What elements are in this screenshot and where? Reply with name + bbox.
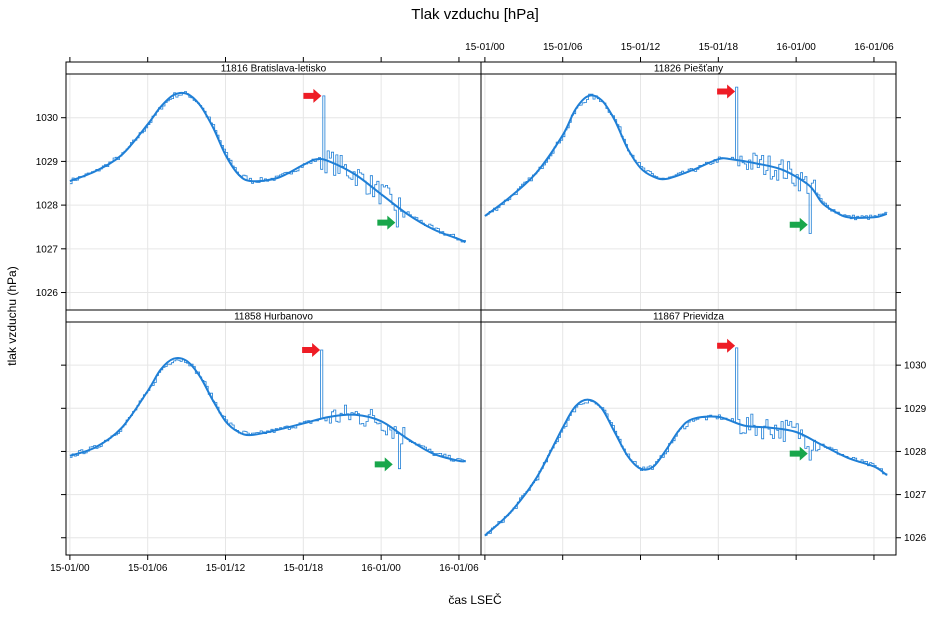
y-tick-label: 1026 — [904, 533, 927, 544]
chart-title: Tlak vzduchu [hPa] — [411, 6, 539, 23]
panel-border — [480, 309, 897, 556]
y-tick-label: 1030 — [36, 113, 59, 124]
x-tick-label: 16-01/00 — [361, 563, 401, 574]
x-tick-label: 15-01/00 — [465, 42, 505, 53]
x-tick-label: 15-01/12 — [621, 42, 661, 53]
smoothed-pressure-line — [484, 398, 888, 537]
y-tick-label: 1027 — [904, 490, 927, 501]
y-axis-title: tlak vzduchu (hPa) — [5, 266, 19, 365]
green-arrow-marker — [789, 446, 808, 461]
y-tick-label: 1028 — [904, 447, 927, 458]
x-tick-label: 16-01/06 — [854, 42, 894, 53]
y-tick-label: 1028 — [36, 201, 59, 212]
smoothed-pressure-line — [69, 356, 466, 463]
green-arrow-marker — [374, 457, 393, 472]
panel-label: 11816 Bratislava-letisko — [221, 64, 327, 75]
y-tick-label: 1026 — [36, 288, 59, 299]
x-tick-label: 15-01/18 — [284, 563, 324, 574]
panel-border — [480, 61, 897, 311]
x-tick-label: 16-01/06 — [439, 563, 479, 574]
x-tick-label: 15-01/00 — [50, 563, 90, 574]
raw-pressure-line — [69, 349, 466, 470]
smoothed-pressure-line — [484, 94, 888, 219]
panel-label: 11867 Prievidza — [653, 312, 724, 323]
green-arrow-marker — [789, 217, 808, 232]
panel-1: 11816 Bratislava-letisko — [65, 61, 482, 311]
y-tick-label: 1027 — [36, 244, 59, 255]
panel-3: 11858 Hurbanovo — [65, 309, 482, 556]
red-arrow-marker — [717, 338, 736, 353]
y-tick-label: 1030 — [904, 361, 927, 372]
y-tick-label: 1029 — [904, 404, 927, 415]
x-tick-label: 15-01/12 — [206, 563, 246, 574]
x-tick-label: 16-01/00 — [776, 42, 816, 53]
green-arrow-marker — [377, 215, 396, 230]
panel-label: 11858 Hurbanovo — [234, 312, 313, 323]
x-tick-label: 15-01/06 — [128, 563, 168, 574]
panel-label: 11826 Piešťany — [654, 64, 723, 75]
panel-border — [65, 61, 482, 311]
red-arrow-marker — [302, 343, 321, 358]
raw-pressure-line — [69, 91, 466, 243]
panel-4: 11867 Prievidza — [480, 309, 897, 556]
red-arrow-marker — [303, 88, 322, 103]
raw-pressure-line — [484, 347, 888, 536]
smoothed-pressure-line — [69, 91, 466, 244]
red-arrow-marker — [717, 84, 736, 99]
x-tick-label: 15-01/18 — [699, 42, 739, 53]
x-tick-label: 15-01/06 — [543, 42, 583, 53]
y-tick-label: 1029 — [36, 157, 59, 168]
panel-2: 11826 Piešťany — [480, 61, 897, 311]
x-axis-title: čas LSEČ — [448, 592, 502, 607]
